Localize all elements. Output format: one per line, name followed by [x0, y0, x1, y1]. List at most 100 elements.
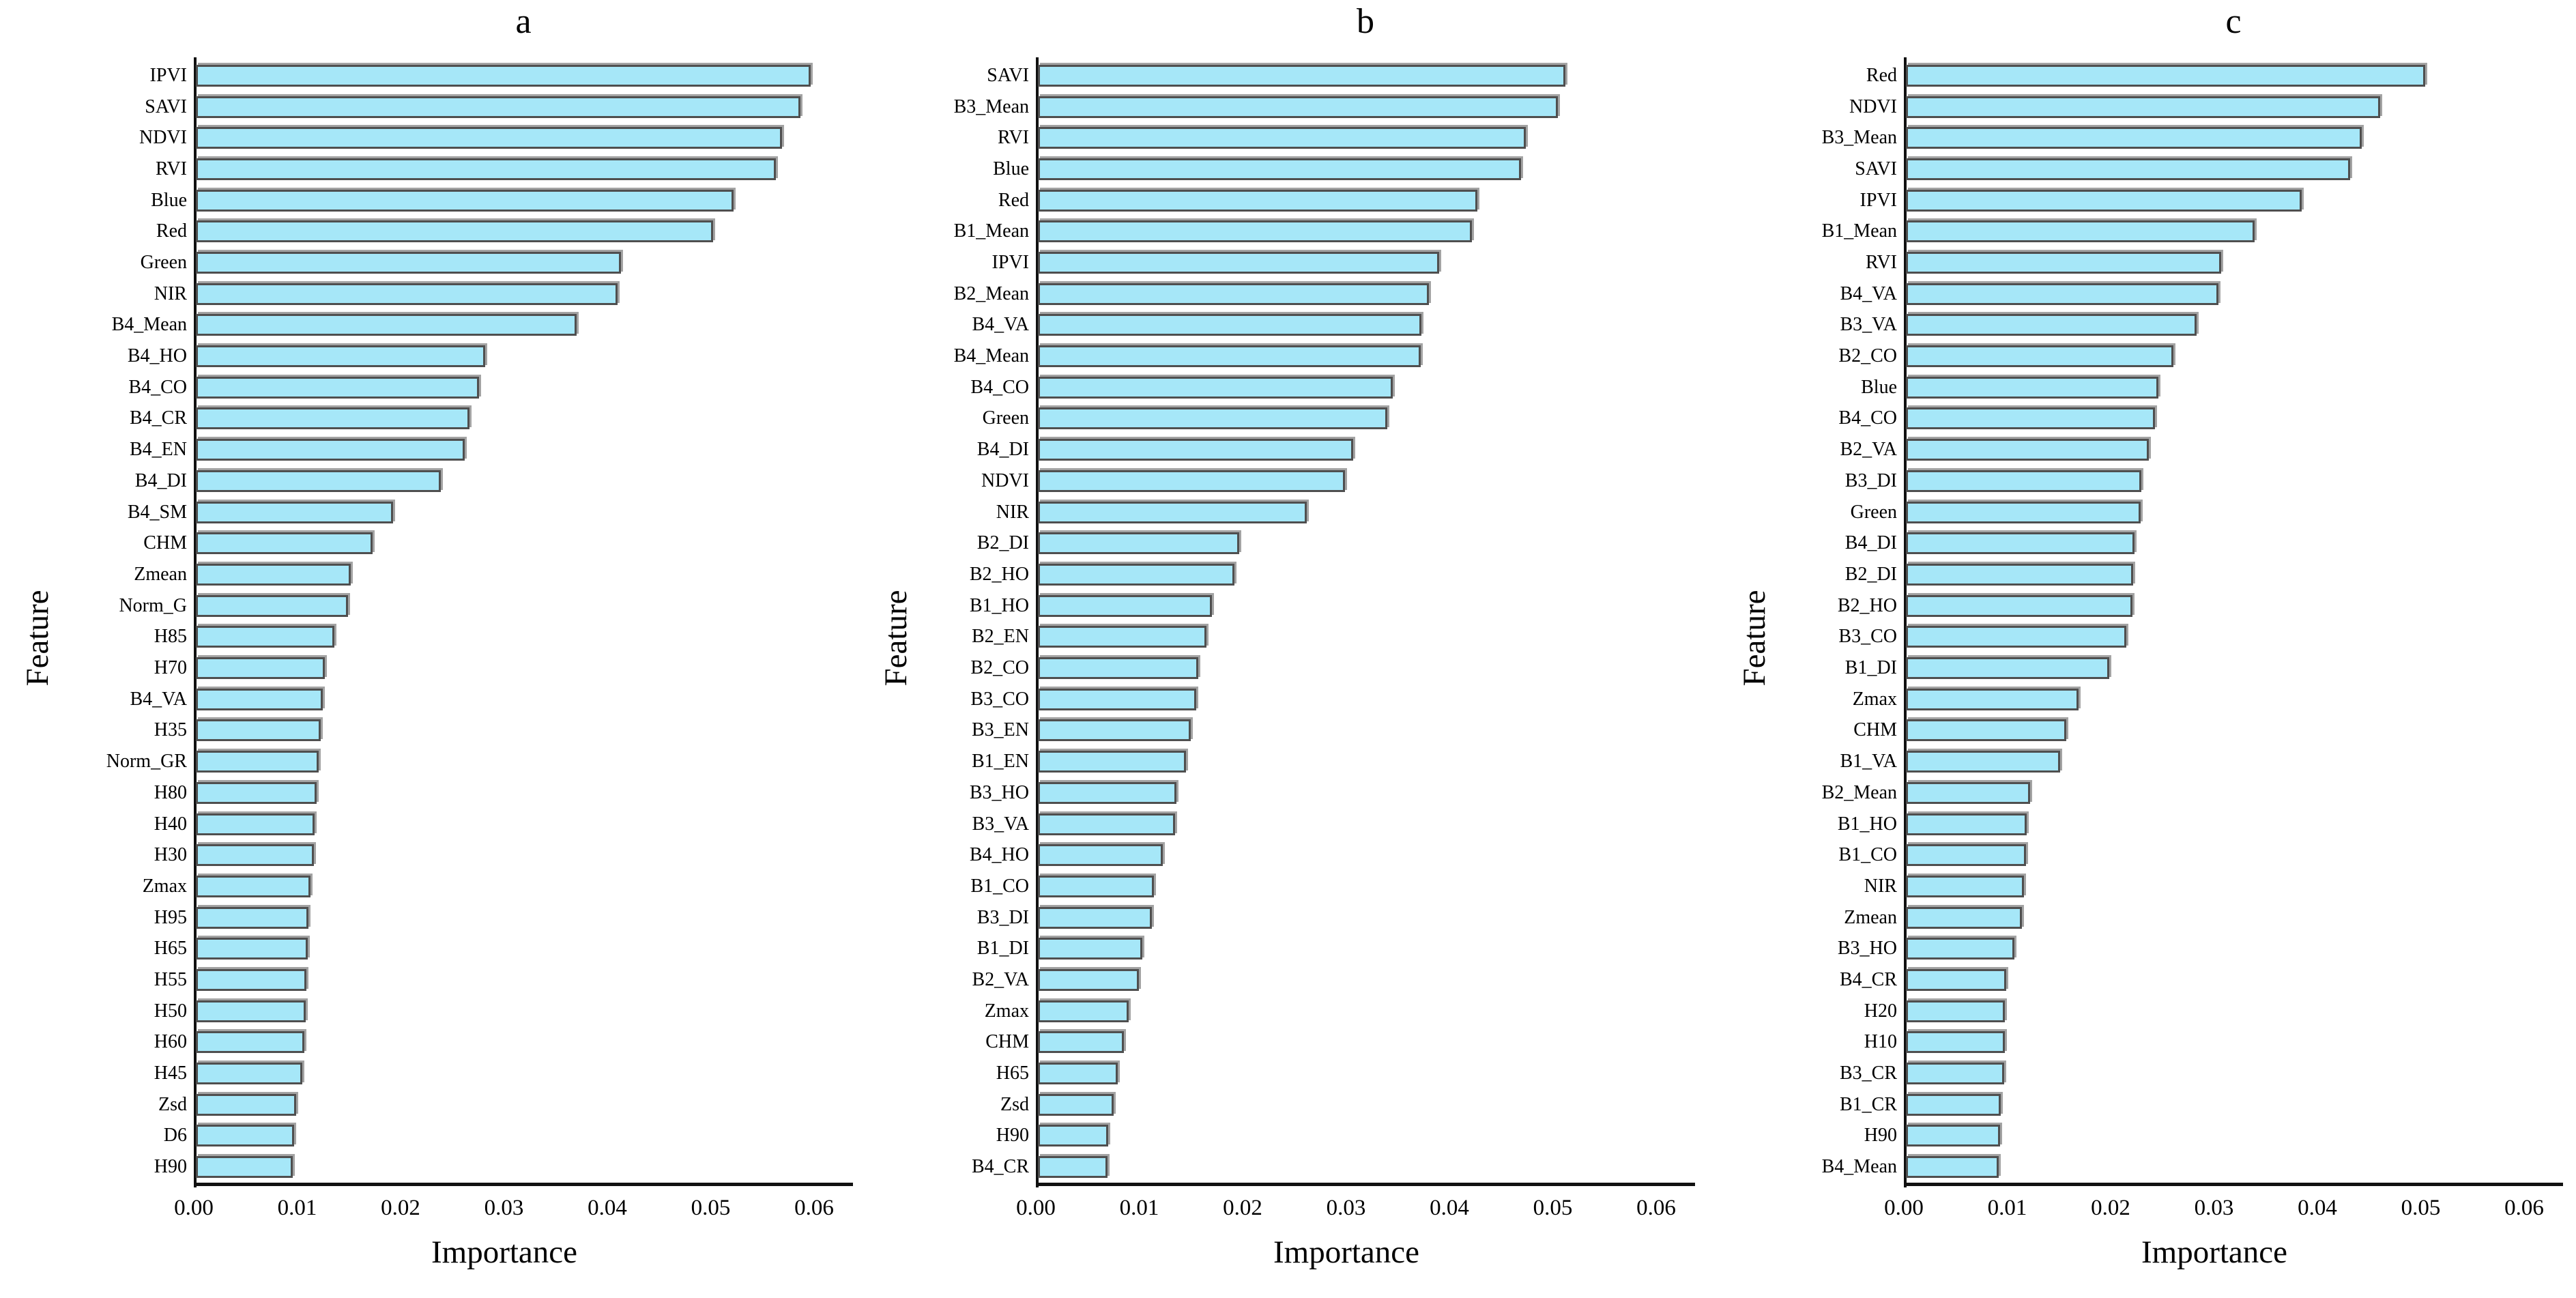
category-label: Zmean: [134, 563, 187, 585]
category-label: H95: [154, 906, 187, 928]
category-label: RVI: [998, 127, 1029, 149]
category-label: D6: [163, 1125, 187, 1146]
category-label: B4_HO: [127, 345, 187, 367]
bar: [196, 127, 782, 149]
bar: [1038, 626, 1206, 648]
y-axis-line: [1036, 57, 1039, 1187]
bar: [1906, 158, 2350, 180]
category-label: Zmean: [1844, 906, 1897, 928]
bar: [196, 719, 321, 742]
bar: [1906, 501, 2141, 523]
category-label: B2_HO: [969, 563, 1029, 585]
category-label: CHM: [985, 1031, 1029, 1053]
category-label: RVI: [156, 158, 187, 179]
category-label: B3_DI: [1844, 470, 1897, 491]
bar: [1906, 1063, 2004, 1085]
category-label: IPVI: [992, 252, 1029, 273]
bar: [1038, 1156, 1108, 1179]
bar: [196, 1125, 294, 1147]
category-label: B3_CR: [1839, 1063, 1897, 1084]
category-label: B1_HO: [1837, 813, 1897, 835]
x-axis-line: [1904, 1183, 2563, 1186]
x-tick-label: 0.02: [2091, 1196, 2130, 1220]
category-label: SAVI: [145, 96, 187, 117]
bar: [196, 751, 319, 773]
category-label: H65: [996, 1063, 1029, 1084]
category-label: Red: [156, 220, 187, 242]
chart-title-a: a: [515, 2, 532, 41]
category-label: B3_HO: [1837, 938, 1897, 960]
category-label: B4_CO: [128, 376, 187, 398]
bar: [196, 314, 577, 336]
bar: [1906, 813, 2027, 835]
category-label: Zsd: [1000, 1093, 1029, 1115]
x-axis-label-b: Importance: [1273, 1235, 1420, 1270]
bar: [1038, 719, 1191, 742]
bar: [196, 189, 734, 212]
category-label: RVI: [1866, 252, 1897, 273]
category-label: B4_SM: [127, 501, 187, 523]
x-tick-label: 0.05: [691, 1196, 731, 1220]
category-label: H90: [996, 1125, 1029, 1146]
bar: [196, 96, 800, 118]
x-tick-label: 0.00: [1016, 1196, 1056, 1220]
category-label: B2_CO: [1838, 345, 1897, 367]
category-label: Zmax: [1852, 688, 1897, 710]
bar: [1038, 470, 1345, 492]
x-axis-label-a: Importance: [431, 1235, 578, 1270]
category-label: B3_VA: [972, 813, 1029, 835]
category-label: NIR: [154, 283, 187, 304]
category-label: Norm_GR: [106, 751, 187, 773]
x-tick-label: 0.06: [2504, 1196, 2544, 1220]
bar: [1038, 968, 1139, 991]
x-tick-label: 0.05: [2401, 1196, 2441, 1220]
bar: [1906, 657, 2109, 680]
bar: [1038, 314, 1421, 336]
category-label: B3_Mean: [1821, 127, 1897, 149]
chart-panel-a: a Feature IPVI SAVI NDVI RVI Blue Red Green NIR…: [0, 0, 858, 1298]
bar: [1906, 563, 2133, 586]
category-label: B4_HO: [969, 844, 1029, 866]
bar: [1906, 376, 2158, 399]
plot-area-a: IPVI SAVI NDVI RVI Blue Red Green NIR B4_Mean B4_…: [0, 0, 858, 1298]
bar: [1906, 875, 2024, 897]
bar: [1038, 532, 1239, 555]
bar: [1038, 407, 1387, 430]
category-label: B4_CR: [971, 1156, 1029, 1178]
bar: [196, 1000, 306, 1022]
category-label: H50: [154, 1000, 187, 1022]
x-tick-label: 0.00: [1884, 1196, 1924, 1220]
category-label: NIR: [1864, 875, 1897, 897]
bar: [196, 158, 776, 180]
x-tick-label: 0.04: [588, 1196, 627, 1220]
category-label: IPVI: [149, 64, 187, 86]
bar: [1038, 1063, 1118, 1085]
bar: [1906, 407, 2155, 430]
bar: [1038, 220, 1472, 243]
category-label: Zmax: [984, 1000, 1029, 1022]
chart-panel-b: b Feature SAVI B3_Mean RVI Blue Red B1_Mean IP…: [858, 0, 1717, 1298]
category-label: B2_Mean: [953, 283, 1029, 304]
category-label: B2_DI: [976, 532, 1029, 554]
category-label: H60: [154, 1031, 187, 1053]
x-tick-label: 0.01: [1987, 1196, 2027, 1220]
category-label: H80: [154, 781, 187, 803]
bar: [1906, 906, 2022, 929]
category-label: Zsd: [158, 1093, 187, 1115]
chart-title-b: b: [1357, 2, 1374, 41]
category-label: H40: [154, 813, 187, 835]
bar: [1038, 64, 1565, 87]
bar: [1906, 1000, 2005, 1022]
bar: [196, 252, 621, 274]
bar: [1038, 1125, 1108, 1147]
category-label: Blue: [151, 189, 187, 211]
bar: [196, 1031, 304, 1054]
bar: [1906, 626, 2126, 648]
x-axis-line: [194, 1183, 853, 1186]
category-label: Blue: [993, 158, 1029, 179]
category-label: Green: [982, 407, 1029, 429]
x-tick-label: 0.04: [2298, 1196, 2337, 1220]
category-label: B1_VA: [1840, 751, 1897, 773]
bar: [1906, 844, 2026, 867]
bar: [1906, 283, 2218, 305]
